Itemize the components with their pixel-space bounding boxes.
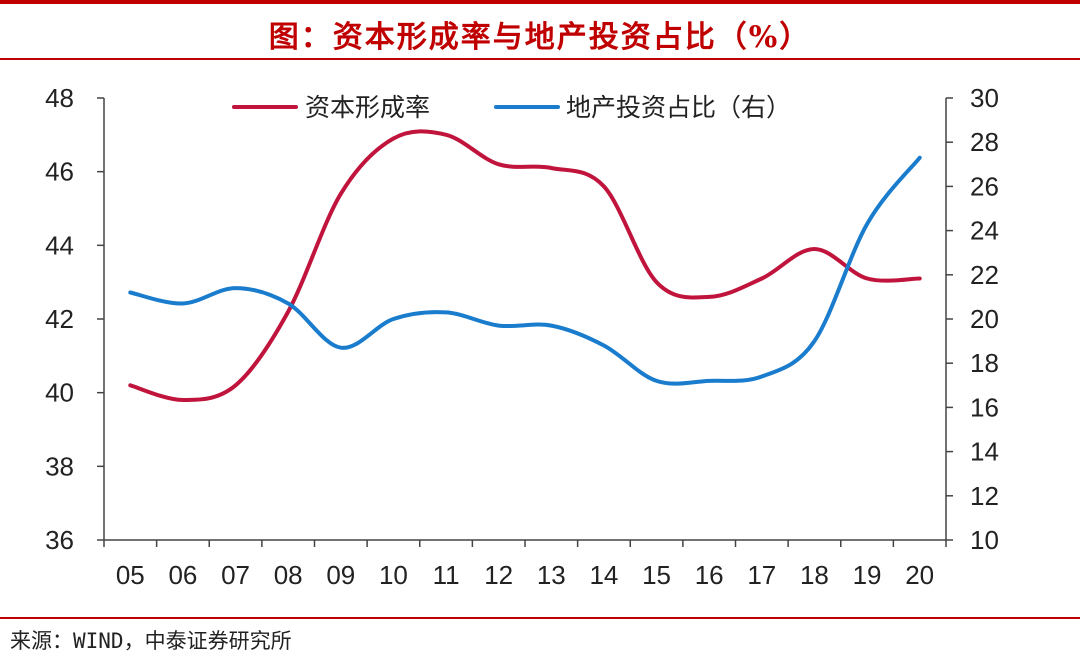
x-tick-label: 18: [800, 560, 829, 590]
left-tick-label: 44: [45, 230, 74, 260]
right-tick-label: 14: [970, 437, 999, 467]
title-rule: [0, 58, 1080, 60]
series-line-capital-formation: [128, 129, 922, 402]
x-tick-label: 16: [695, 560, 724, 590]
right-tick-label: 12: [970, 481, 999, 511]
right-tick-label: 24: [970, 216, 999, 246]
left-tick-label: 36: [45, 525, 74, 555]
x-tick-label: 15: [642, 560, 671, 590]
legend-label: 资本形成率: [305, 93, 430, 122]
x-tick-label: 20: [905, 560, 934, 590]
chart-title: 图：资本形成率与地产投资占比（%）: [268, 20, 812, 55]
right-tick-label: 20: [970, 304, 999, 334]
x-tick-label: 19: [853, 560, 882, 590]
x-tick-label: 09: [326, 560, 355, 590]
right-tick-label: 18: [970, 348, 999, 378]
left-tick-label: 40: [45, 378, 74, 408]
left-tick-label: 38: [45, 451, 74, 481]
right-tick-label: 10: [970, 525, 999, 555]
x-tick-label: 13: [537, 560, 566, 590]
left-tick-label: 48: [45, 83, 74, 113]
left-tick-label: 46: [45, 157, 74, 187]
right-tick-label: 28: [970, 127, 999, 157]
x-tick-label: 17: [747, 560, 776, 590]
left-tick-label: 42: [45, 304, 74, 334]
top-rule: [0, 0, 1080, 4]
x-tick-label: 08: [274, 560, 303, 590]
right-tick-label: 30: [970, 83, 999, 113]
x-tick-label: 07: [221, 560, 250, 590]
right-tick-label: 22: [970, 260, 999, 290]
x-tick-label: 05: [116, 560, 145, 590]
x-tick-label: 06: [168, 560, 197, 590]
source-note: 来源：WIND，中泰证券研究所: [10, 629, 292, 653]
x-tick-label: 11: [433, 560, 460, 590]
x-tick-label: 14: [589, 560, 618, 590]
right-tick-label: 16: [970, 392, 999, 422]
x-tick-label: 10: [379, 560, 408, 590]
series-line-property-investment: [128, 155, 922, 386]
x-tick-label: 12: [484, 560, 513, 590]
right-tick-label: 26: [970, 171, 999, 201]
bottom-rule: [0, 617, 1080, 619]
legend-label: 地产投资占比（右）: [566, 93, 791, 122]
